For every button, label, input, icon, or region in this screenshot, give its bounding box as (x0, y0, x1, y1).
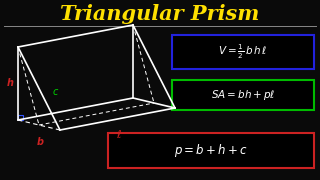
Text: $p = b + h + c$: $p = b + h + c$ (174, 142, 248, 159)
Bar (172, 35, 314, 69)
Text: ℓ: ℓ (116, 130, 120, 140)
Bar (172, 80, 314, 110)
Text: Triangular Prism: Triangular Prism (60, 4, 260, 24)
Text: $V = \frac{1}{2}\,b\,h\,\ell$: $V = \frac{1}{2}\,b\,h\,\ell$ (218, 43, 268, 61)
Text: b: b (36, 137, 44, 147)
Text: $SA = bh + p\ell$: $SA = bh + p\ell$ (211, 88, 275, 102)
Text: h: h (6, 78, 13, 89)
Bar (108, 133, 314, 168)
Text: c: c (52, 87, 58, 97)
